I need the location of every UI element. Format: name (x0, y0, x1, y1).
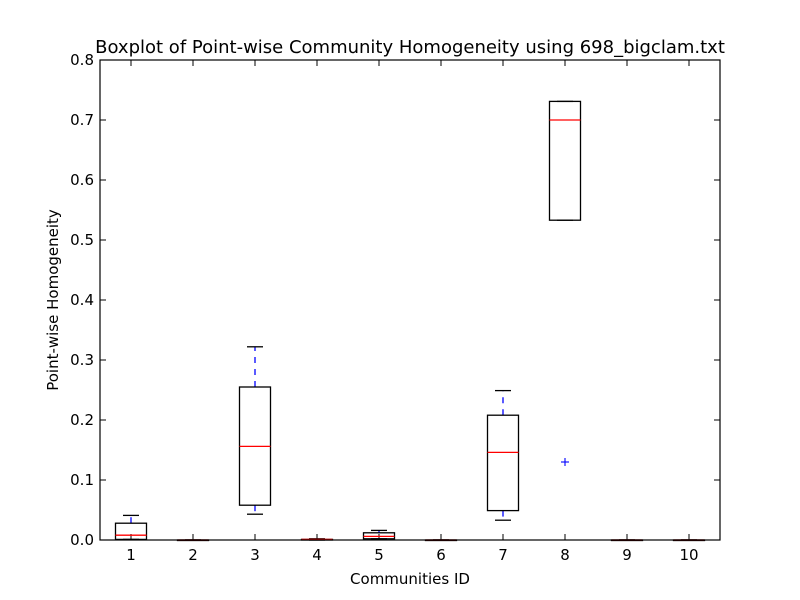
y-tick-label: 0.3 (70, 351, 94, 369)
x-tick-label: 5 (374, 546, 384, 564)
x-tick-label: 9 (622, 546, 632, 564)
y-tick-label: 0.6 (70, 171, 94, 189)
plot-area: 0.0 0.1 0.2 0.3 0.4 0.5 0.6 0.7 0.8 1 2 3 4 5 6 7 8 9 10 (70, 51, 720, 564)
x-tick-label: 10 (679, 546, 698, 564)
plot-frame (99, 59, 721, 541)
x-tick-label: 4 (312, 546, 322, 564)
x-tick-label: 8 (560, 546, 570, 564)
y-tick-label: 0.4 (70, 291, 94, 309)
y-tick-label: 0.5 (70, 231, 94, 249)
y-tick-label: 0.1 (70, 471, 94, 489)
x-tick-label: 2 (188, 546, 198, 564)
y-tick-label: 0.8 (70, 51, 94, 69)
y-tick-label: 0.7 (70, 111, 94, 129)
y-tick-label: 0.0 (70, 531, 94, 549)
x-tick-label: 3 (250, 546, 260, 564)
chart-title: Boxplot of Point-wise Community Homogene… (95, 37, 725, 58)
y-tick-label: 0.2 (70, 411, 94, 429)
y-axis-label: Point-wise Homogeneity (44, 209, 62, 391)
x-tick-label: 7 (498, 546, 508, 564)
x-axis-label: Communities ID (350, 570, 470, 588)
x-tick-label: 6 (436, 546, 446, 564)
box-iqr (548, 100, 582, 221)
x-tick-label: 1 (126, 546, 136, 564)
box-iqr (486, 414, 520, 512)
